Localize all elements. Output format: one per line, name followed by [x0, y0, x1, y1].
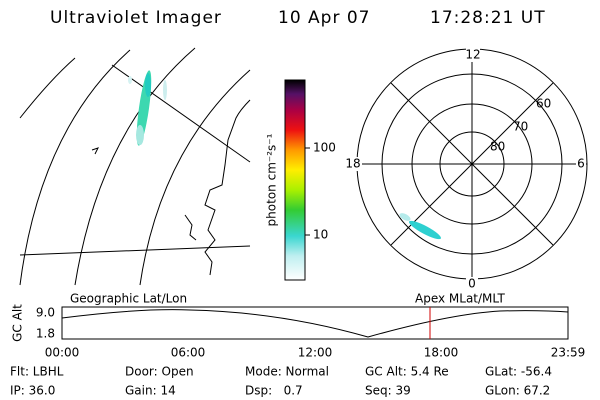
- colorbar-tick: 10: [313, 228, 328, 242]
- title: Ultraviolet Imager: [50, 8, 222, 28]
- mlt-label: 18: [345, 157, 360, 171]
- lat-label: 80: [490, 140, 505, 154]
- map: [19, 47, 251, 286]
- y-label: GC Alt: [11, 304, 25, 342]
- polar-plot: [356, 48, 588, 280]
- colorbar-tick: 100: [313, 141, 336, 155]
- status-field: Mode: Normal: [245, 365, 329, 379]
- status-field: Gain: 14: [125, 384, 176, 398]
- timeline-title: Geographic Lat/Lon: [70, 292, 187, 306]
- status-field: IP: 36.0: [10, 384, 55, 398]
- lat-label: 60: [536, 97, 551, 111]
- status-field: Flt: LBHL: [10, 365, 64, 379]
- mlt-label: 0: [468, 277, 476, 291]
- altitude-curve: [61, 309, 569, 338]
- x-tick: 00:00: [45, 346, 80, 360]
- status-field: Door: Open: [125, 365, 194, 379]
- footer: Flt: LBHL Door: Open Mode: Normal GC Alt: 5…: [10, 365, 552, 398]
- timeline-box: [61, 306, 569, 340]
- mlt-label: 6: [577, 157, 585, 171]
- colorbar-label: photon cm⁻²s⁻¹: [265, 133, 279, 226]
- x-tick: 12:00: [298, 346, 333, 360]
- lat-label: 70: [513, 120, 528, 134]
- x-tick: 18:00: [424, 346, 459, 360]
- timeline-title: Apex MLat/MLT: [415, 292, 505, 306]
- status-field: GLat: -56.4: [485, 365, 552, 379]
- y-tick: 9.0: [36, 306, 55, 320]
- mlt-label: 12: [465, 48, 480, 62]
- x-tick: 06:00: [171, 346, 206, 360]
- x-tick: 23:59: [551, 346, 586, 360]
- colorbar: [284, 79, 306, 281]
- status-field: Dsp: 0.7: [245, 384, 303, 398]
- date: 10 Apr 07: [278, 8, 370, 28]
- y-tick: 1.8: [36, 327, 55, 341]
- time: 17:28:21 UT: [430, 8, 546, 28]
- status-field: Seq: 39: [365, 384, 411, 398]
- status-field: GLon: 67.2: [485, 384, 550, 398]
- status-field: GC Alt: 5.4 Re: [365, 365, 449, 379]
